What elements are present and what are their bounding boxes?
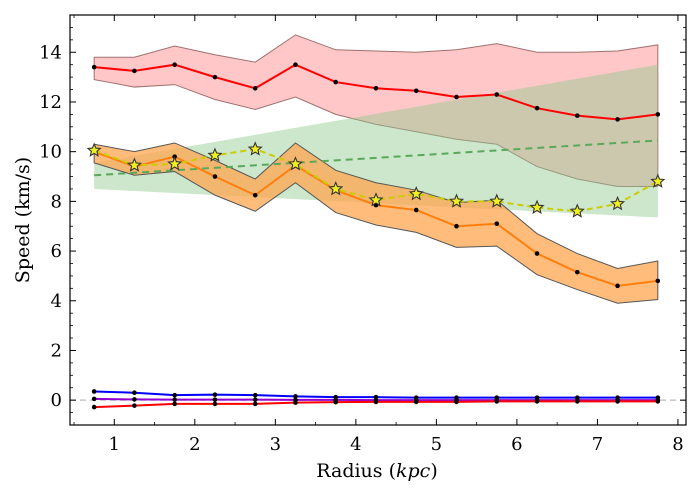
- y-tick-label: 6: [51, 241, 62, 262]
- red-line-with-band-point: [454, 94, 459, 100]
- orange-line-with-band-point: [494, 221, 500, 227]
- yellow-dashed-stars-point: [247, 141, 263, 156]
- red-low-line-point: [252, 401, 258, 407]
- red-line-with-band-point: [172, 62, 177, 67]
- red-line-with-band-point: [333, 79, 339, 85]
- purple-line-point: [132, 397, 137, 402]
- red-low-line-point: [172, 401, 177, 407]
- red-line-with-band-point: [534, 105, 540, 111]
- orange-line-with-band-point: [655, 278, 661, 284]
- x-tick-label: 3: [270, 434, 281, 455]
- x-axis-label-main: Radius (: [316, 460, 396, 482]
- yellow-dashed-stars-point: [408, 185, 424, 201]
- orange-line-with-band-point: [574, 269, 580, 275]
- purple-line-point: [252, 397, 258, 402]
- y-axis-label: Speed (km/s): [12, 157, 34, 283]
- x-axis-label-close: ): [430, 460, 437, 482]
- y-tick-label: 8: [51, 191, 62, 212]
- red-line-with-band-point: [91, 64, 97, 70]
- red-low-line-point: [494, 399, 500, 404]
- yellow-dashed-stars-point: [167, 156, 183, 171]
- orange-uncertainty-band: [93, 142, 659, 304]
- yellow-dashed-stars-point: [448, 193, 465, 208]
- red-low-line-point: [293, 400, 298, 405]
- red-low-line-point: [132, 403, 137, 408]
- x-tick-label: 8: [672, 434, 683, 455]
- x-axis-label-unit: kpc: [396, 460, 431, 482]
- blue-line-point: [172, 392, 177, 398]
- y-tick-label: 4: [51, 291, 62, 312]
- plot-area: [70, 34, 686, 410]
- red-line-with-band-point: [373, 86, 379, 91]
- yellow-dashed-stars-point: [287, 156, 304, 171]
- red-line-with-band-point: [413, 88, 419, 94]
- red-low-line-point: [212, 401, 218, 407]
- x-tick-label: 7: [592, 434, 603, 455]
- red-line-with-band-point: [212, 74, 218, 80]
- red-line-with-band-point: [574, 113, 580, 118]
- yellow-dashed-stars-point: [328, 181, 344, 196]
- orange-line-with-band-point: [413, 207, 419, 213]
- red-low-line-point: [333, 399, 339, 405]
- red-low-line-point: [655, 399, 661, 404]
- purple-line-point: [212, 397, 218, 402]
- purple-line-point: [91, 396, 97, 402]
- y-tick-label: 0: [51, 390, 62, 411]
- y-tick-label: 14: [39, 42, 62, 63]
- red-line-with-band-point: [252, 86, 258, 91]
- x-tick-label: 5: [431, 434, 442, 455]
- plot-frame: [69, 14, 687, 426]
- yellow-dashed-stars-point: [489, 193, 505, 208]
- orange-line-with-band-point: [212, 174, 218, 179]
- y-tick-label: 10: [39, 142, 62, 163]
- orange-line-with-band-point: [252, 192, 258, 198]
- purple-line-point: [172, 397, 177, 402]
- red-low-line-point: [534, 399, 540, 404]
- orange-line-with-band-point: [534, 251, 540, 256]
- x-axis-label: Radius (kpc): [316, 460, 438, 482]
- x-tick-label: 6: [511, 434, 522, 455]
- red-line-with-band-point: [615, 117, 620, 122]
- orange-line-with-band-point: [454, 223, 459, 229]
- yellow-dashed-stars-point: [207, 147, 223, 162]
- x-tick-label: 4: [350, 434, 361, 455]
- green-trend-line: [94, 139, 658, 177]
- blue-line-point: [212, 392, 218, 397]
- x-tick-label: 1: [109, 434, 120, 455]
- blue-line-point: [293, 394, 298, 399]
- red-low-line-point: [615, 399, 620, 404]
- yellow-dashed-stars-point: [650, 173, 666, 188]
- yellow-dashed-stars-point: [126, 157, 142, 172]
- red-low-line-point: [373, 399, 379, 405]
- blue-line-point: [132, 390, 137, 395]
- yellow-dashed-stars-point: [86, 142, 102, 157]
- yellow-dashed-stars-point: [529, 199, 545, 214]
- y-tick-label: 12: [39, 92, 62, 113]
- x-tick-label: 2: [189, 434, 200, 455]
- red-line-with-band-point: [132, 68, 137, 74]
- yellow-dashed-stars-point: [569, 203, 585, 218]
- red-low-line-point: [454, 399, 459, 405]
- orange-line-with-band-point: [615, 283, 620, 289]
- yellow-dashed-stars-point: [610, 195, 626, 211]
- red-low-line-point: [91, 404, 97, 410]
- red-line-with-band-point: [293, 62, 298, 67]
- red-line-with-band-point: [655, 112, 661, 117]
- red-low-line-point: [574, 399, 580, 404]
- red-low-line-point: [413, 399, 419, 405]
- blue-line-point: [91, 389, 97, 394]
- yellow-dashed-stars-point: [368, 192, 384, 207]
- blue-line-point: [252, 392, 258, 398]
- y-tick-label: 2: [51, 340, 62, 361]
- red-line-with-band-point: [494, 92, 500, 97]
